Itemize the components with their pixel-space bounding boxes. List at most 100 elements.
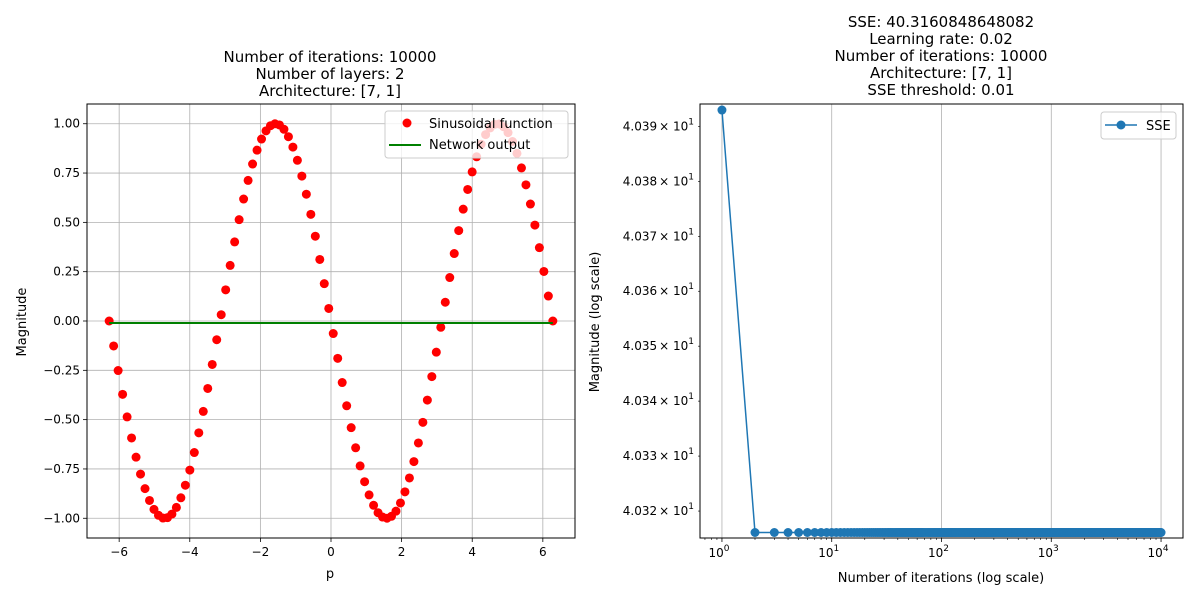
chart1-data-point <box>180 480 190 490</box>
chart1-data-point <box>445 273 455 283</box>
chart2-y-tick-label: 4.037 × 101 <box>623 227 694 243</box>
chart1-data-point <box>395 498 405 508</box>
chart1-legend-label-sinusoid: Sinusoidal function <box>429 117 553 132</box>
chart1-data-point <box>292 155 302 165</box>
chart1-data-point <box>409 457 419 467</box>
chart2-y-tick-mantissa: 4.039 <box>623 120 657 134</box>
chart2-y-tick-label: 4.034 × 101 <box>623 392 694 408</box>
chart1-data-point <box>467 167 477 177</box>
chart1-data-point <box>176 493 186 503</box>
chart1-data-point <box>548 316 558 326</box>
chart2-y-tick-exponent: 1 <box>688 502 694 512</box>
chart1-data-point <box>189 448 199 458</box>
chart2-y-tick-exponent: 1 <box>688 447 694 457</box>
chart2-x-tick-exponent: 0 <box>724 544 730 554</box>
chart1-data-point <box>413 438 423 448</box>
chart1-data-point <box>328 329 338 339</box>
chart1-data-point <box>167 509 177 519</box>
chart2-y-tick-label: 4.039 × 101 <box>623 118 694 134</box>
chart1-data-point <box>216 310 226 320</box>
chart1-data-point <box>234 215 244 225</box>
chart1-data-point <box>297 171 307 181</box>
chart1-x-tick-label: 6 <box>539 545 547 559</box>
chart2-x-axis-label: Number of iterations (log scale) <box>838 571 1044 586</box>
chart2-y-tick-exponent: 1 <box>688 118 694 128</box>
chart1-data-point <box>144 495 154 505</box>
chart1-data-point <box>225 260 235 270</box>
chart2-sse-point <box>750 528 760 538</box>
chart2-x-tick-label: 100 <box>708 544 729 560</box>
chart1-data-point <box>207 359 217 369</box>
chart2-x-tick-label: 101 <box>818 544 839 560</box>
chart2-y-tick-mantissa: 4.038 <box>623 174 657 188</box>
chart2-x-tick-base: 10 <box>1038 546 1053 560</box>
chart1-data-point <box>525 199 535 209</box>
chart1-data-point <box>131 452 141 462</box>
chart1-data-point <box>364 490 374 500</box>
chart2-sse-point <box>783 528 793 538</box>
chart2-y-tick-label: 4.033 × 101 <box>623 447 694 463</box>
chart1-x-axis-label: p <box>326 567 334 582</box>
chart2-title-line-3: Number of iterations: 10000 <box>835 47 1048 65</box>
chart1-x-tick-label: 2 <box>398 545 406 559</box>
chart2-y-tick-mantissa: 4.032 <box>623 504 657 518</box>
chart2-y-tick-mantissa: 4.034 <box>623 394 657 408</box>
chart1-data-point <box>418 417 428 427</box>
chart1-data-point <box>431 347 441 357</box>
chart2-x-tick-exponent: 1 <box>833 544 839 554</box>
chart1-data-point <box>288 142 298 152</box>
chart2-y-tick-base: × 10 <box>659 504 688 518</box>
chart1-data-point <box>319 279 329 289</box>
chart1-data-point <box>333 353 343 363</box>
chart1-data-point <box>337 378 347 388</box>
chart1-data-point <box>400 487 410 497</box>
sinusoid-chart: Number of iterations: 10000 Number of la… <box>15 48 576 582</box>
chart1-x-tick-label: −4 <box>181 545 199 559</box>
chart1-title-line-3: Architecture: [7, 1] <box>259 82 401 100</box>
chart2-title-line-4: Architecture: [7, 1] <box>870 64 1012 82</box>
chart1-data-point <box>449 249 459 259</box>
chart2-x-tick-exponent: 4 <box>1163 544 1169 554</box>
chart1-data-point <box>118 389 128 399</box>
chart2-axes-frame <box>699 103 1184 539</box>
chart2-y-tick-exponent: 1 <box>688 282 694 292</box>
chart1-x-tick-label: 0 <box>327 545 335 559</box>
chart2-x-tick-label: 103 <box>1038 544 1059 560</box>
chart2-y-tick-label: 4.038 × 101 <box>623 172 694 188</box>
chart1-y-tick-label: 0.25 <box>53 265 80 279</box>
chart1-data-point <box>194 428 204 438</box>
chart2-y-tick-base: × 10 <box>659 339 688 353</box>
chart2-title-line-2: Learning rate: 0.02 <box>869 30 1013 48</box>
chart1-legend-label-network: Network output <box>429 138 530 153</box>
chart2-x-tick-base: 10 <box>1148 546 1163 560</box>
chart2-y-tick-mantissa: 4.035 <box>623 339 657 353</box>
chart1-data-point <box>463 184 473 194</box>
chart2-x-tick-label: 104 <box>1148 544 1169 560</box>
chart1-y-tick-label: 1.00 <box>53 117 80 131</box>
chart1-title-line-1: Number of iterations: 10000 <box>224 48 437 66</box>
sse-chart: SSE: 40.3160848648082 Learning rate: 0.0… <box>588 13 1184 586</box>
chart2-x-tick-base: 10 <box>708 546 723 560</box>
chart1-data-point <box>257 134 267 144</box>
chart1-data-point <box>171 502 181 512</box>
chart1-data-point <box>221 285 231 295</box>
chart1-data-point <box>127 433 137 443</box>
chart1-data-point <box>104 316 114 326</box>
chart2-y-tick-label: 4.035 × 101 <box>623 337 694 353</box>
chart1-data-point <box>427 372 437 382</box>
chart2-x-tick-base: 10 <box>928 546 943 560</box>
chart2-x-tick-exponent: 3 <box>1053 544 1059 554</box>
chart2-y-tick-mantissa: 4.037 <box>623 229 657 243</box>
chart1-data-point <box>351 443 361 453</box>
chart2-y-tick-exponent: 1 <box>688 337 694 347</box>
chart1-data-point <box>543 291 553 301</box>
chart2-sse-point <box>810 528 820 538</box>
chart1-data-point <box>109 341 119 351</box>
chart1-data-point <box>324 303 334 313</box>
chart1-data-point <box>140 484 150 494</box>
chart2-y-tick-base: × 10 <box>659 284 688 298</box>
chart1-data-point <box>301 189 311 199</box>
chart1-y-tick-label: 0.75 <box>53 166 80 180</box>
chart1-legend-marker-sinusoid <box>402 118 412 128</box>
chart2-y-tick-label: 4.036 × 101 <box>623 282 694 298</box>
